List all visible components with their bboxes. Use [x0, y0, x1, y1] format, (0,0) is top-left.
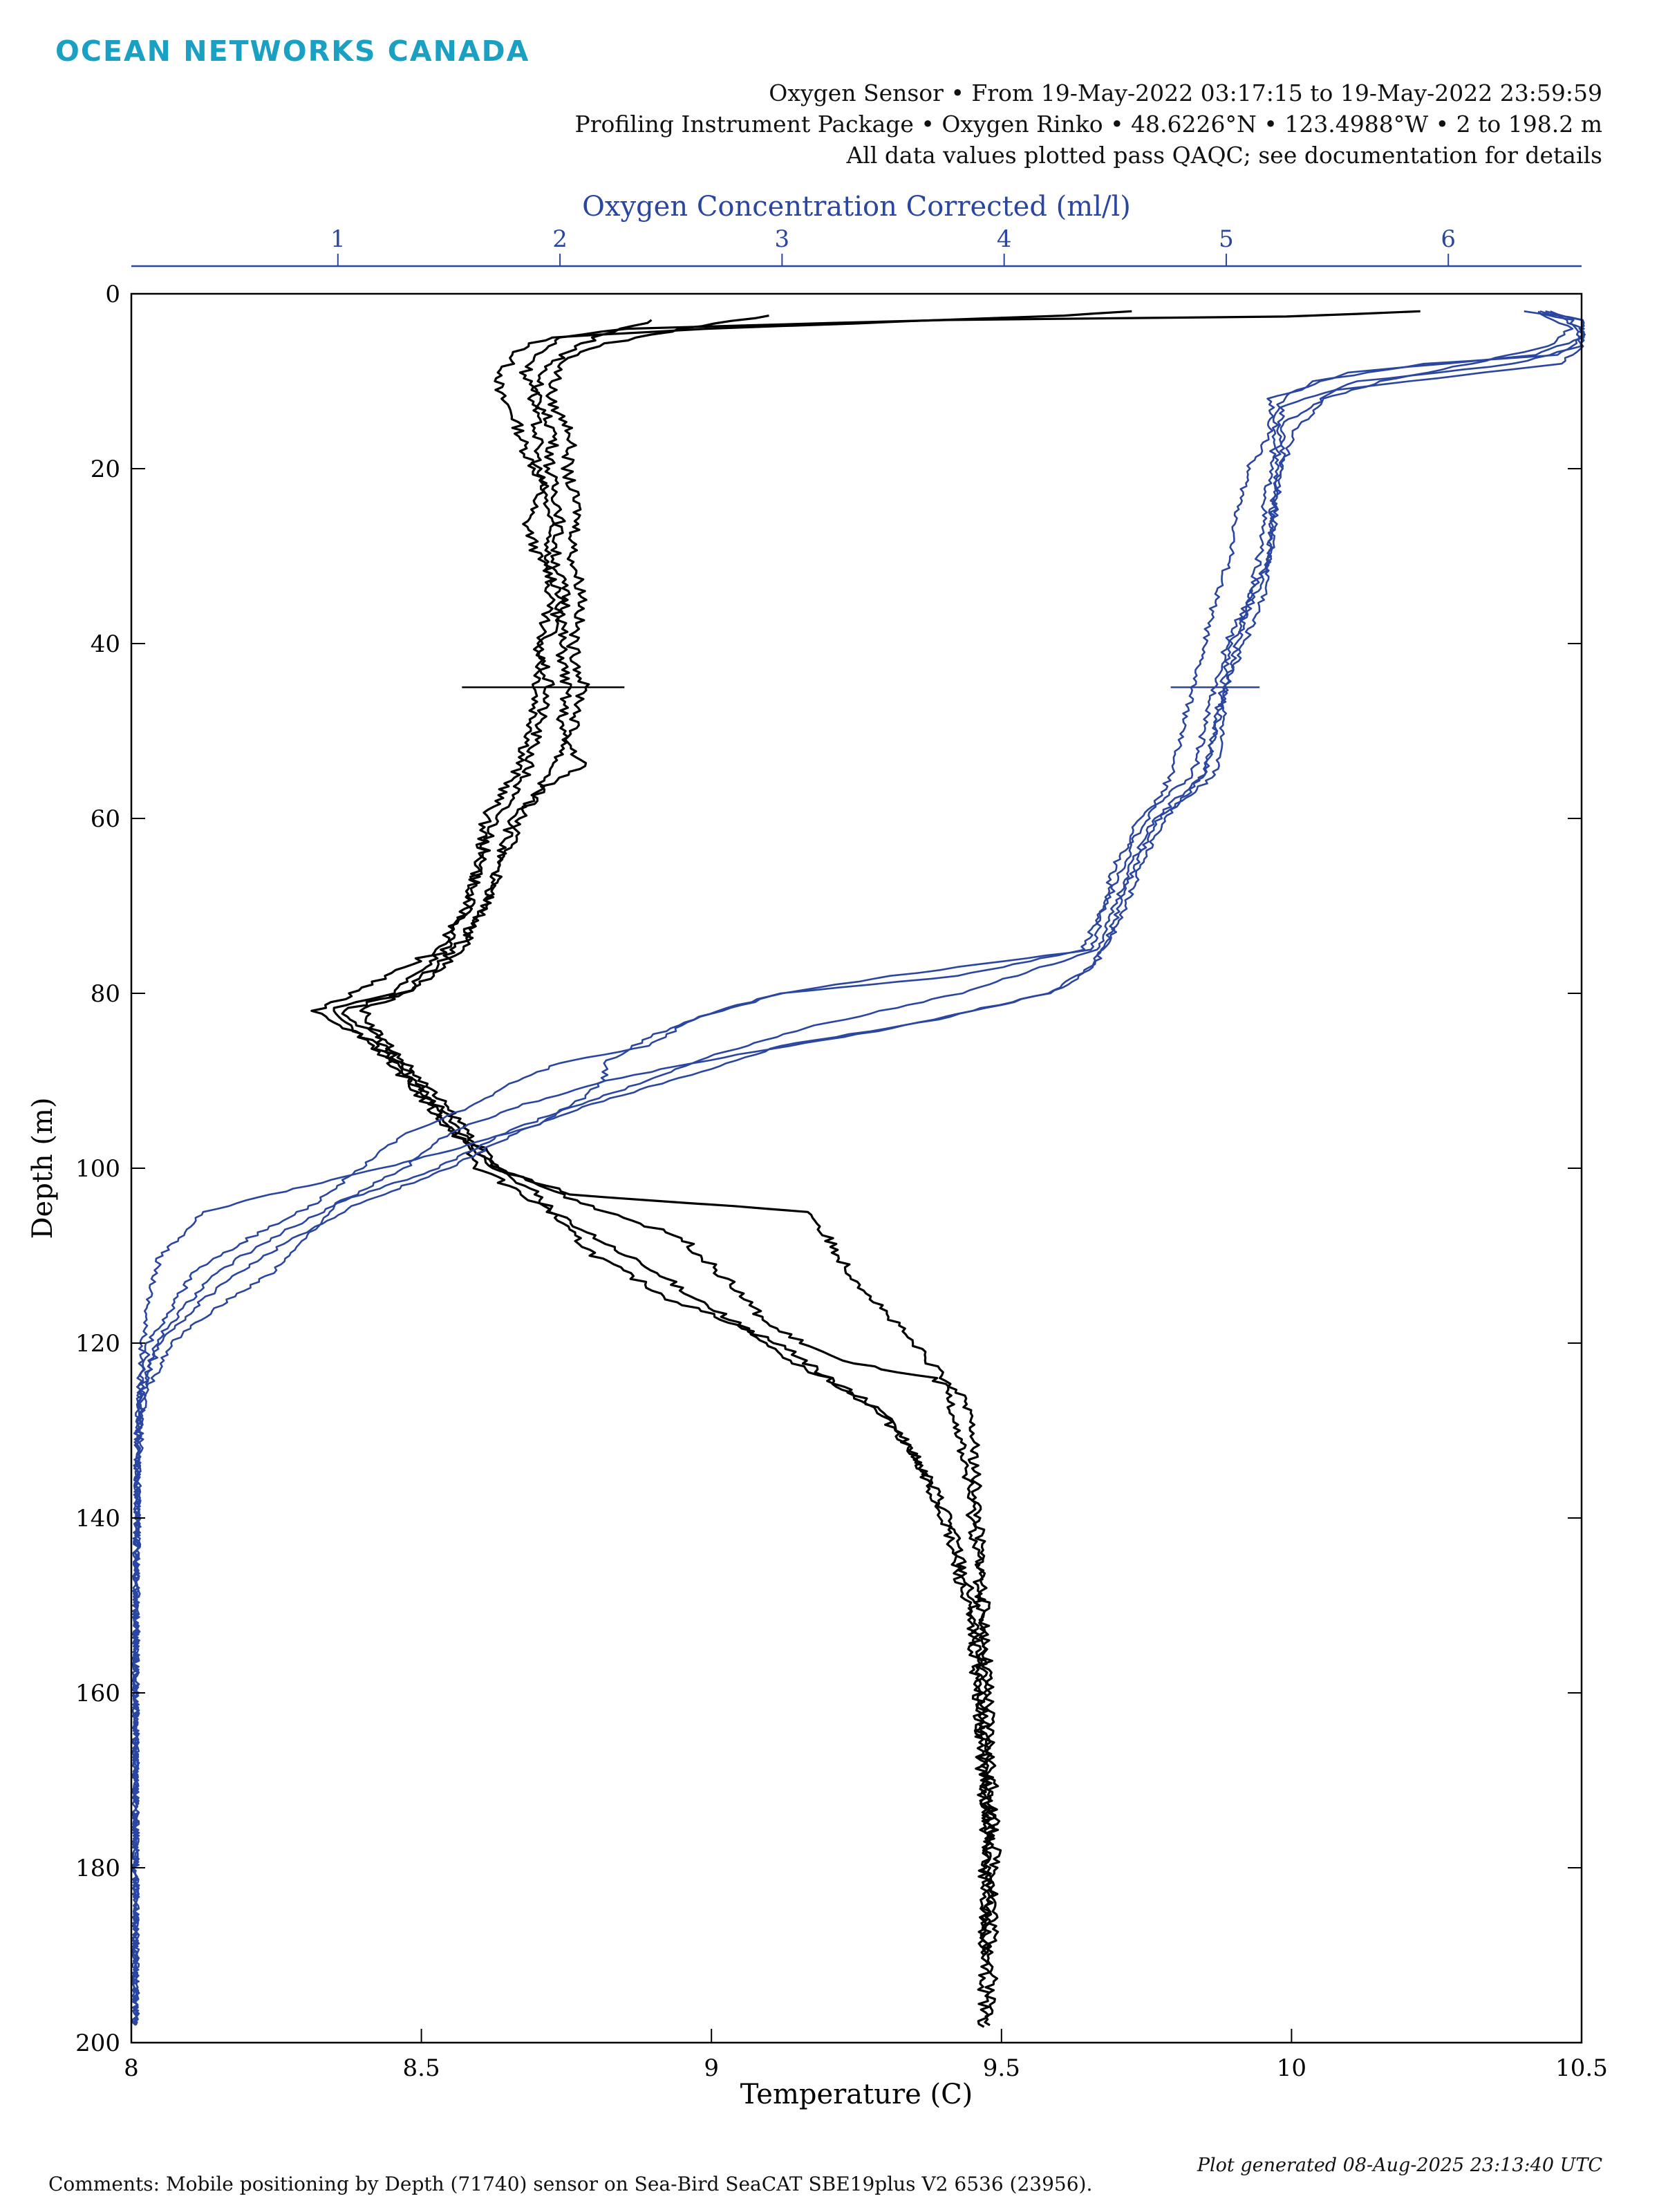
oxygen-tick-label: 5 — [1219, 225, 1234, 253]
comments-text: Comments: Mobile positioning by Depth (7… — [48, 2173, 1093, 2195]
y-tick-label: 20 — [91, 456, 120, 483]
x-tick-label: 8 — [124, 2054, 139, 2082]
x-tick-label: 9.5 — [983, 2054, 1020, 2082]
oxygen-tick-label: 3 — [775, 225, 790, 253]
y-tick-label: 200 — [75, 2030, 120, 2057]
y-tick-label: 100 — [75, 1155, 120, 1183]
y-tick-label: 160 — [75, 1680, 120, 1707]
x-axis-label: Temperature (C) — [740, 2079, 973, 2110]
temperature-profile-line — [341, 315, 996, 1956]
temperature-profile-line — [332, 319, 991, 1956]
data-series — [131, 310, 1586, 2028]
x-tick-label: 8.5 — [403, 2054, 440, 2082]
oxygen-profile-line — [131, 310, 1586, 2026]
oxygen-tick-label: 1 — [330, 225, 346, 253]
oxygen-tick-label: 6 — [1441, 225, 1456, 253]
oxygen-profile-line — [131, 310, 1582, 2026]
oxygen-tick-label: 2 — [552, 225, 568, 253]
plot-header-line-2: Profiling Instrument Package • Oxygen Ri… — [574, 111, 1602, 138]
plot-header-line-3: All data values plotted pass QAQC; see d… — [846, 142, 1602, 169]
oxygen-tick-label: 4 — [997, 225, 1012, 253]
oxygen-profile-line — [131, 310, 1574, 2026]
oxygen-axis: 1 2 3 4 5 6 — [131, 225, 1582, 268]
plot-header-line-1: Oxygen Sensor • From 19-May-2022 03:17:1… — [769, 79, 1602, 106]
ocean-networks-canada-logo: OCEAN NETWORKS CANADA — [55, 35, 530, 68]
oxygen-profile-line — [131, 310, 1586, 2026]
plot-frame — [130, 292, 1583, 2044]
oxygen-axis-label: Oxygen Concentration Corrected (ml/l) — [582, 191, 1131, 223]
y-tick-label: 40 — [91, 630, 120, 658]
plot-generated-timestamp: Plot generated 08-Aug-2025 23:13:40 UTC — [1197, 2155, 1602, 2176]
x-tick-label: 10 — [1277, 2054, 1306, 2082]
temperature-profile-line — [359, 310, 1421, 2027]
x-tick-label: 10.5 — [1555, 2054, 1608, 2082]
y-tick-label: 80 — [91, 980, 120, 1008]
y-tick-label: 60 — [91, 805, 120, 833]
oxygen-profile-line — [131, 310, 1585, 2026]
x-tick-label: 9 — [704, 2054, 719, 2082]
y-tick-label: 0 — [105, 281, 120, 308]
y-tick-label: 140 — [75, 1505, 120, 1533]
y-tick-label: 180 — [75, 1855, 120, 1882]
y-axis-label: Depth (m) — [27, 1097, 59, 1239]
y-tick-label: 120 — [75, 1330, 120, 1358]
